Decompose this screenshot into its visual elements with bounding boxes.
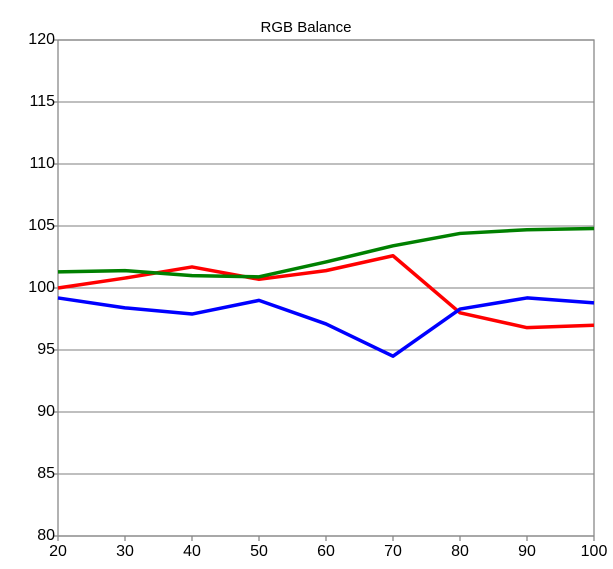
y-tick-label: 105 xyxy=(28,217,55,234)
x-tick-label: 50 xyxy=(250,543,268,560)
y-tick-label: 115 xyxy=(29,93,55,110)
y-tick-label: 120 xyxy=(28,31,55,48)
x-tick-label: 30 xyxy=(116,543,134,560)
x-tick-label: 80 xyxy=(451,543,469,560)
x-tick-label: 60 xyxy=(317,543,335,560)
chart-title: RGB Balance xyxy=(261,19,352,36)
y-tick-label: 80 xyxy=(37,527,55,544)
x-tick-label: 70 xyxy=(384,543,402,560)
x-tick-label: 40 xyxy=(183,543,201,560)
y-tick-label: 100 xyxy=(28,279,55,296)
y-tick-label: 95 xyxy=(37,341,55,358)
x-tick-label: 100 xyxy=(581,543,608,560)
y-tick-label: 90 xyxy=(37,403,55,420)
line-series xyxy=(57,296,595,358)
x-tick-label: 20 xyxy=(49,543,67,560)
x-tick-label: 90 xyxy=(518,543,536,560)
line-series xyxy=(57,254,595,330)
line-series xyxy=(57,226,595,279)
y-tick-label: 110 xyxy=(29,155,55,172)
y-tick-label: 85 xyxy=(37,465,55,482)
